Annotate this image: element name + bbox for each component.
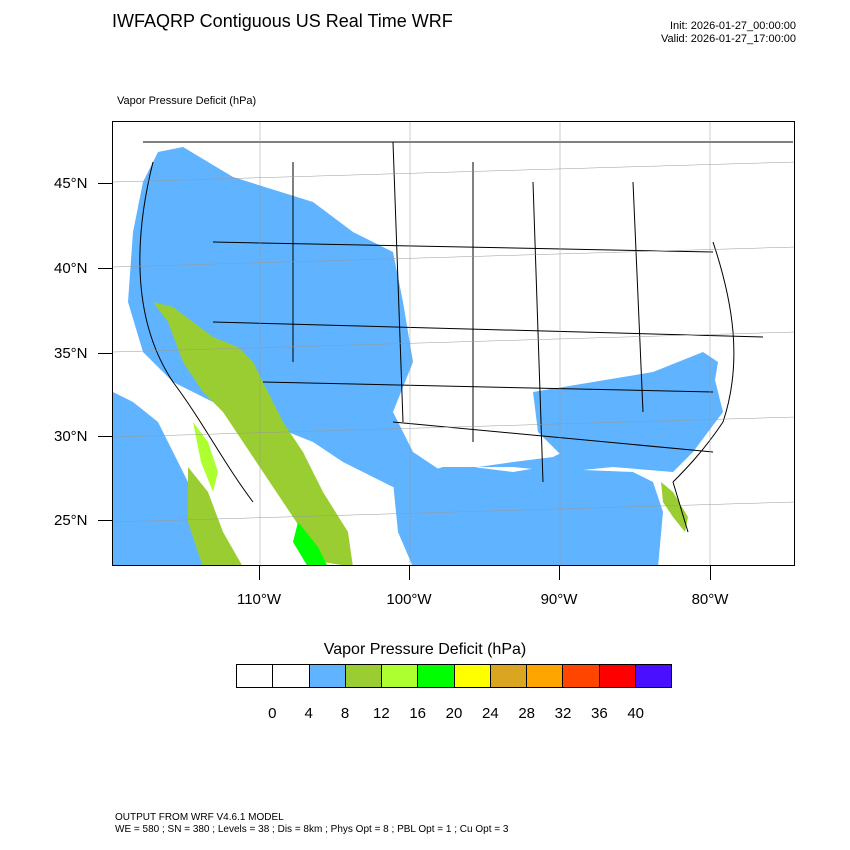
- legend-swatch: [382, 665, 419, 687]
- color-legend-bar: [236, 664, 672, 688]
- lat-label-35: 35°N: [54, 345, 88, 362]
- legend-swatch: [599, 665, 636, 687]
- boundary-lines: [139, 141, 793, 533]
- legend-tick-label: 0: [268, 705, 277, 722]
- legend-tick-label: 28: [518, 705, 535, 722]
- lat-tick: [98, 520, 112, 521]
- legend-title: Vapor Pressure Deficit (hPa): [323, 641, 527, 658]
- legend-tick-label: 32: [554, 705, 572, 722]
- map-panel: [112, 121, 795, 566]
- lon-tick: [409, 566, 410, 580]
- legend-swatch: [563, 665, 600, 687]
- lat-tick: [98, 268, 112, 269]
- lat-tick: [98, 183, 112, 184]
- legend-swatch: [237, 665, 274, 687]
- init-time: Init: 2026-01-27_00:00:00: [670, 20, 796, 32]
- lat-label-30: 30°N: [54, 428, 88, 445]
- model-info: OUTPUT FROM WRF V4.6.1 MODEL: [115, 812, 284, 823]
- legend-tick-label: 20: [445, 705, 463, 722]
- valid-time: Valid: 2026-01-27_17:00:00: [661, 33, 796, 45]
- lat-label-25: 25°N: [54, 512, 88, 529]
- legend-swatch: [345, 665, 382, 687]
- legend-swatch: [454, 665, 491, 687]
- gulf-field: [393, 467, 663, 565]
- legend-swatch: [273, 665, 310, 687]
- sonora-bright-green: [293, 522, 327, 565]
- legend-tick-label: 40: [627, 705, 644, 722]
- southeast-blue-field: [533, 352, 718, 462]
- legend-tick-label: 36: [590, 705, 608, 722]
- legend-swatch: [418, 665, 455, 687]
- model-options: WE = 580 ; SN = 380 ; Levels = 38 ; Dis …: [115, 824, 509, 835]
- lat-tick: [98, 353, 112, 354]
- variable-label: Vapor Pressure Deficit (hPa): [117, 95, 257, 107]
- west-blue-field: [128, 147, 723, 487]
- lat-label-45: 45°N: [54, 175, 88, 192]
- legend-tick-label: 12: [372, 705, 390, 722]
- florida-green: [661, 482, 688, 532]
- legend-swatch: [309, 665, 346, 687]
- southwest-green-field: [153, 302, 353, 565]
- legend-tick-label: 8: [340, 705, 350, 722]
- vpd-map: [113, 122, 794, 565]
- legend-tick-label: 4: [304, 705, 313, 722]
- lon-label-80: 80°W: [691, 591, 729, 608]
- lon-label-90: 90°W: [540, 591, 578, 608]
- legend-tick-label: 16: [409, 705, 426, 722]
- baja-bright-green: [193, 422, 218, 492]
- mexico-green-field: [188, 467, 242, 565]
- graticule: [113, 122, 794, 565]
- legend-tick-label: 24: [481, 705, 499, 722]
- legend-swatch: [527, 665, 564, 687]
- lat-label-40: 40°N: [54, 260, 88, 277]
- lon-tick: [259, 566, 260, 580]
- lon-label-110: 110°W: [236, 591, 282, 608]
- lon-tick: [559, 566, 560, 580]
- legend-swatch: [490, 665, 527, 687]
- lat-tick: [98, 436, 112, 437]
- plot-title: IWFAQRP Contiguous US Real Time WRF: [112, 11, 453, 31]
- lon-tick: [710, 566, 711, 580]
- lon-label-100: 100°W: [386, 591, 432, 608]
- legend-swatch: [635, 665, 671, 687]
